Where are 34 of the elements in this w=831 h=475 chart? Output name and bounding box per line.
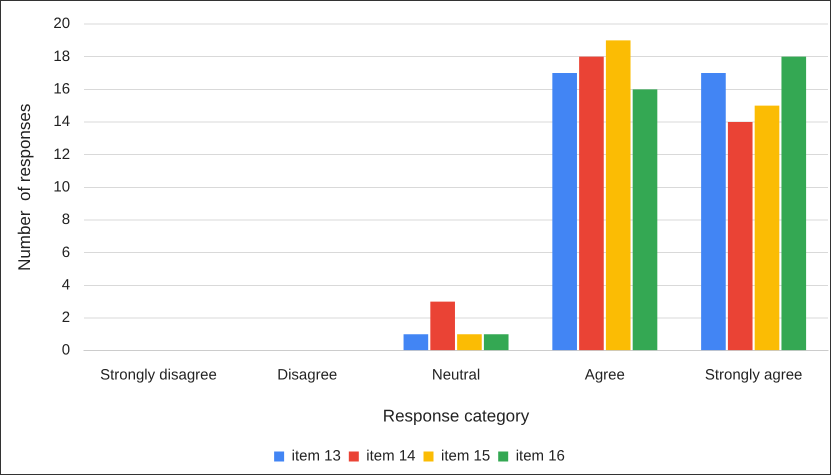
bar bbox=[781, 56, 806, 350]
y-tick-label: 20 bbox=[53, 15, 70, 32]
bar bbox=[430, 302, 455, 350]
bar bbox=[754, 106, 780, 350]
legend-label: item 13 bbox=[292, 448, 341, 465]
y-tick-label: 4 bbox=[62, 276, 70, 294]
y-tick-label: 6 bbox=[62, 244, 70, 261]
x-tick-label: Agree bbox=[584, 366, 625, 384]
y-tick-label: 18 bbox=[53, 48, 70, 65]
bar bbox=[701, 72, 726, 350]
y-tick-label: 16 bbox=[53, 80, 70, 98]
y-tick-label: 0 bbox=[62, 342, 70, 359]
y-tick-label: 10 bbox=[53, 178, 70, 196]
y-tick-label: 14 bbox=[53, 113, 70, 130]
x-tick-label: Strongly disagree bbox=[100, 366, 217, 384]
x-tick-label: Neutral bbox=[432, 366, 480, 384]
y-tick-label: 2 bbox=[62, 309, 70, 326]
y-tick-label: 12 bbox=[53, 146, 70, 163]
y-tick-label: 8 bbox=[62, 211, 70, 228]
bar bbox=[579, 56, 604, 350]
legend-label: item 14 bbox=[366, 448, 416, 465]
legend-label: item 15 bbox=[441, 448, 490, 465]
x-tick-label: Disagree bbox=[277, 366, 338, 384]
bar bbox=[457, 334, 482, 350]
y-axis-title: Number of responses bbox=[14, 104, 34, 271]
bar bbox=[606, 40, 631, 350]
bar bbox=[484, 334, 509, 350]
legend-label: item 16 bbox=[516, 448, 565, 465]
bar bbox=[632, 89, 658, 350]
x-tick-label: Strongly agree bbox=[704, 366, 802, 384]
x-axis-title: Response category bbox=[382, 406, 530, 426]
bar bbox=[552, 72, 577, 350]
bar bbox=[404, 334, 428, 350]
bar bbox=[728, 122, 753, 350]
